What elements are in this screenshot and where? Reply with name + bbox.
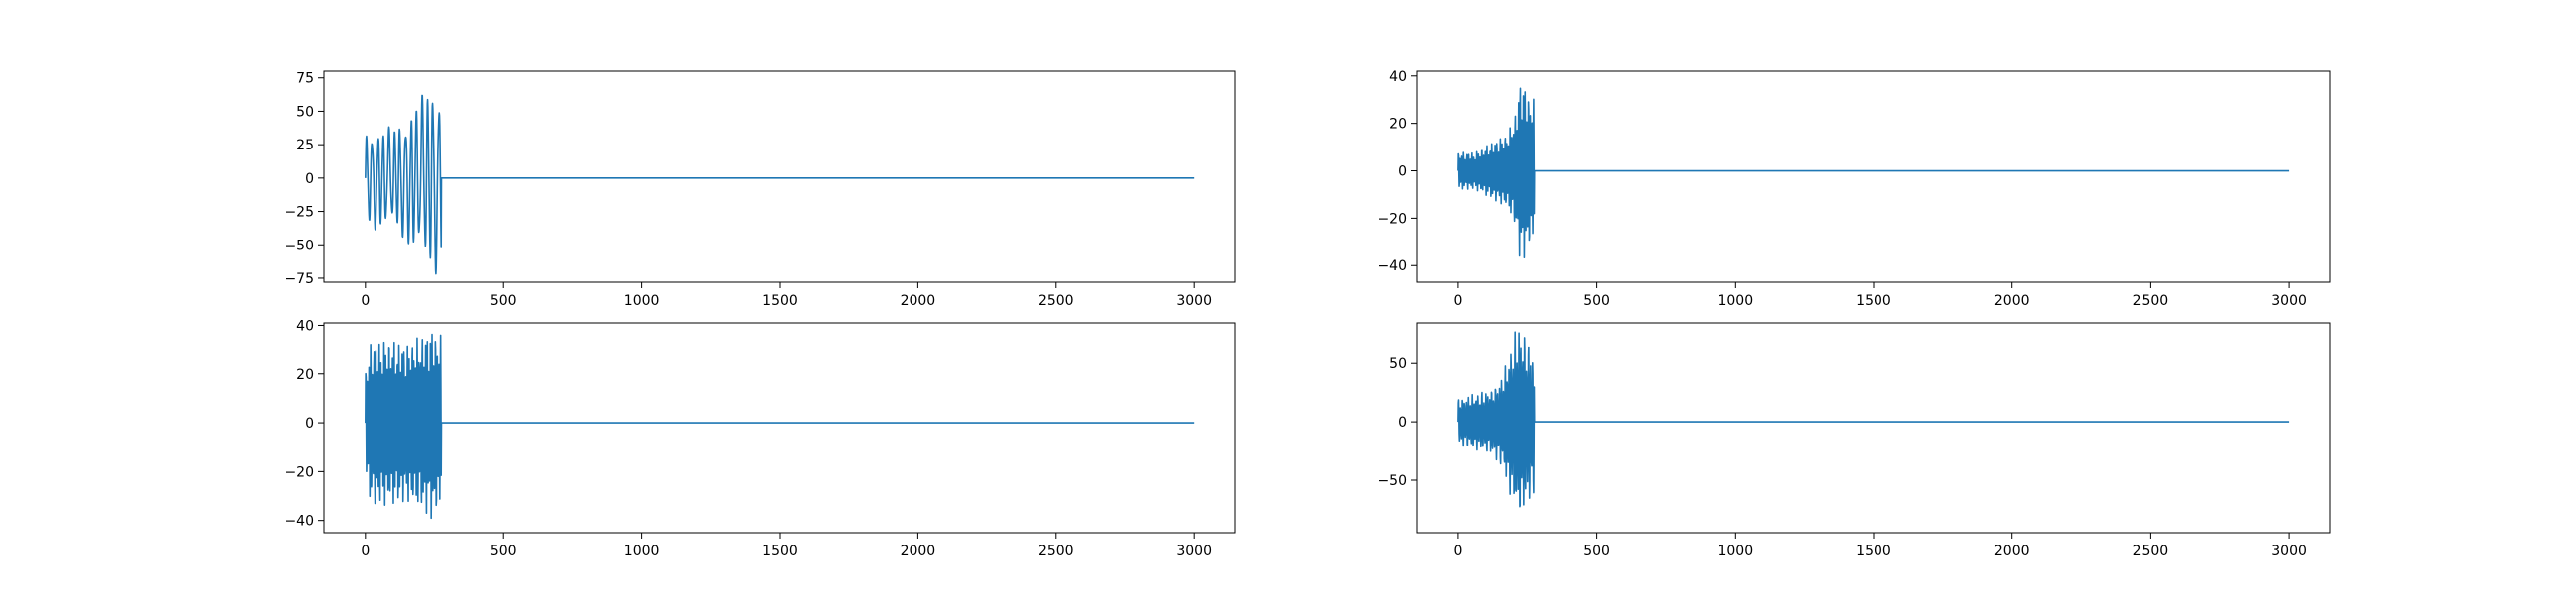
y-tick-label: 0 [1398,164,1407,180]
x-tick-label: 2000 [1994,293,2030,309]
axes-frame [323,70,1236,283]
series-line-1 [365,333,1195,520]
y-tick-label: 0 [1398,415,1407,431]
x-tick-label: 1500 [762,544,798,559]
y-tick-label: −25 [284,205,314,221]
y-tick-label: −20 [284,464,314,480]
y-tick-label: −50 [1377,473,1407,489]
x-tick-label: 3000 [1176,544,1212,559]
x-tick-label: 1500 [762,293,798,309]
axes-frame [1416,322,2331,534]
x-tick-label: 2500 [1038,293,1074,309]
x-tick-label: 3000 [2271,544,2307,559]
x-tick-label: 2500 [2133,544,2169,559]
y-tick-label: 40 [296,318,314,334]
subplot-1: 0 500 1000 1500 2000 2500 3000 −75 −50 −25 0 25 50 75 [284,70,1236,309]
y-tick-label: 75 [296,71,314,87]
x-tick-label: 1000 [624,293,660,309]
x-tick-label: 0 [361,544,370,559]
y-tick-label: −20 [1377,211,1407,227]
x-tick-label: 1500 [1856,293,1891,309]
x-tick-label: 0 [361,293,370,309]
axes-frame [1416,70,2331,283]
y-tick-label: 0 [305,171,314,187]
x-tick-label: 1000 [1717,293,1753,309]
x-tick-label: 1000 [1717,544,1753,559]
x-tick-label: 500 [1583,544,1610,559]
y-tick-label: −50 [284,238,314,253]
x-tick-label: 2000 [901,293,936,309]
x-tick-label: 0 [1453,544,1462,559]
axes-frame [323,322,1236,534]
series-line-1 [365,94,1195,275]
y-tick-label: 50 [1389,356,1407,372]
x-tick-label: 0 [1453,293,1462,309]
subplot-2: 0 500 1000 1500 2000 2500 3000 −40 −20 0 20 40 [1377,69,2331,309]
x-tick-label: 3000 [1176,293,1212,309]
subplot-4: 0 500 1000 1500 2000 2500 3000 −50 0 50 [1377,322,2331,559]
series-line-1 [1457,87,2290,259]
y-tick-label: 50 [296,104,314,120]
y-tick-label: 20 [1389,117,1407,133]
subplot-3: 0 500 1000 1500 2000 2500 3000 −40 −20 0 20 40 [284,318,1236,559]
y-tick-label: −40 [1377,258,1407,274]
x-tick-label: 1500 [1856,544,1891,559]
x-tick-label: 2500 [1038,544,1074,559]
x-tick-label: 500 [490,544,517,559]
x-tick-label: 2000 [1994,544,2030,559]
x-tick-label: 2500 [2133,293,2169,309]
y-tick-label: 20 [296,367,314,383]
y-tick-label: −40 [284,514,314,530]
y-tick-label: 40 [1389,69,1407,85]
y-tick-label: 0 [305,416,314,432]
series-line-1 [1457,331,2290,508]
x-tick-label: 500 [1583,293,1610,309]
x-tick-label: 500 [490,293,517,309]
x-tick-label: 1000 [624,544,660,559]
x-tick-label: 3000 [2271,293,2307,309]
x-tick-label: 2000 [901,544,936,559]
y-tick-label: −75 [284,271,314,287]
y-tick-label: 25 [296,138,314,153]
